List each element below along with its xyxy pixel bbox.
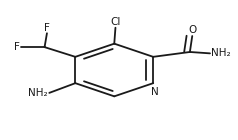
Text: F: F <box>14 42 20 52</box>
Text: N: N <box>150 87 158 97</box>
Text: Cl: Cl <box>110 17 121 27</box>
Text: NH₂: NH₂ <box>29 88 48 98</box>
Text: NH₂: NH₂ <box>211 48 231 58</box>
Text: O: O <box>188 25 196 35</box>
Text: F: F <box>44 23 50 33</box>
